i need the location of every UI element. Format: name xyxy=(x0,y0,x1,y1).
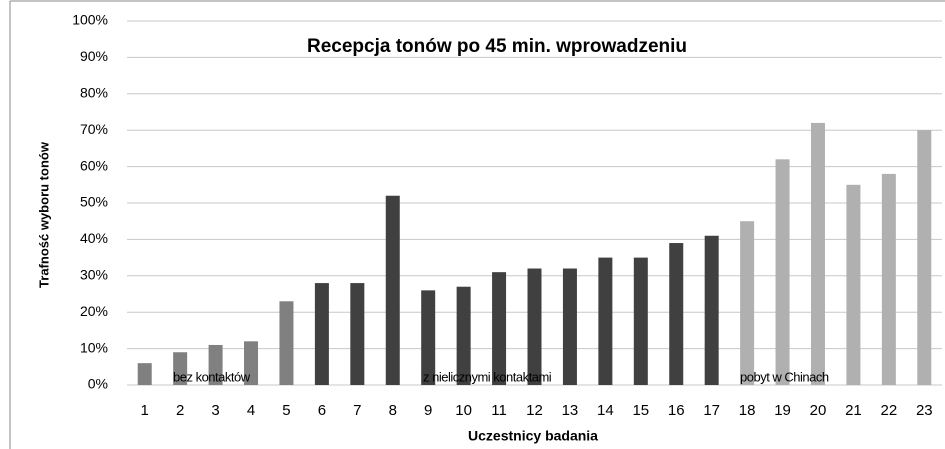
x-tick-label: 19 xyxy=(774,402,791,419)
bar xyxy=(846,184,861,385)
x-tick-label: 17 xyxy=(703,402,720,419)
bar xyxy=(633,257,648,385)
x-tick-label: 8 xyxy=(389,402,397,419)
x-tick-label: 18 xyxy=(739,402,756,419)
x-axis-label: Uczestnicy badania xyxy=(468,428,598,444)
x-tick-label: 12 xyxy=(526,402,543,419)
bar xyxy=(137,363,152,385)
x-tick-label: 15 xyxy=(632,402,649,419)
bar xyxy=(562,268,577,385)
bar xyxy=(385,195,400,385)
x-tick-label: 7 xyxy=(353,402,361,419)
y-tick-label: 90% xyxy=(80,48,108,64)
y-tick-label: 40% xyxy=(80,230,108,246)
x-tick-label: 22 xyxy=(881,402,898,419)
x-tick-label: 3 xyxy=(211,402,219,419)
x-tick-label: 5 xyxy=(282,402,290,419)
bar xyxy=(350,283,365,385)
bar xyxy=(173,352,188,385)
y-tick-label: 100% xyxy=(72,12,108,28)
y-tick-label: 50% xyxy=(80,194,108,210)
bar xyxy=(704,235,719,385)
y-tick-label: 0% xyxy=(88,376,108,392)
x-tick-label: 20 xyxy=(810,402,827,419)
x-tick-label: 2 xyxy=(176,402,184,419)
bar xyxy=(456,286,471,385)
group-label: pobyt w Chinach xyxy=(740,369,829,384)
bar xyxy=(598,257,613,385)
bar xyxy=(917,130,932,385)
bar xyxy=(527,268,542,385)
x-tick-label: 10 xyxy=(455,402,472,419)
x-tick-label: 4 xyxy=(247,402,255,419)
bar xyxy=(208,344,223,385)
x-tick-label: 23 xyxy=(916,402,933,419)
y-tick-label: 10% xyxy=(80,339,108,355)
bar xyxy=(740,221,755,385)
x-tick-label: 11 xyxy=(491,402,507,419)
bar xyxy=(421,290,436,385)
bar xyxy=(669,243,684,385)
x-tick-label: 21 xyxy=(845,402,862,419)
bar xyxy=(810,122,825,386)
x-tick-label: 13 xyxy=(562,402,579,419)
group-label: z nielicznymi kontaktami xyxy=(423,369,552,384)
y-tick-label: 60% xyxy=(80,157,108,173)
x-tick-label: 14 xyxy=(597,402,614,419)
bar xyxy=(881,173,896,385)
bar xyxy=(314,283,329,385)
x-tick-label: 6 xyxy=(318,402,326,419)
bar xyxy=(775,159,790,385)
y-tick-label: 30% xyxy=(80,267,108,283)
y-tick-label: 20% xyxy=(80,303,108,319)
y-axis-label: Trafność wyboru tonów xyxy=(36,141,51,288)
bar xyxy=(492,272,507,385)
bar xyxy=(279,301,294,385)
x-tick-label: 1 xyxy=(141,402,149,419)
y-tick-label: 70% xyxy=(80,121,108,137)
group-label: bez kontaktów xyxy=(173,369,251,384)
x-tick-label: 9 xyxy=(424,402,432,419)
y-tick-label: 80% xyxy=(80,85,108,101)
x-tick-label: 16 xyxy=(668,402,685,419)
bar xyxy=(244,341,259,385)
chart-title: Recepcja tonów po 45 min. wprowadzeniu xyxy=(307,36,687,57)
